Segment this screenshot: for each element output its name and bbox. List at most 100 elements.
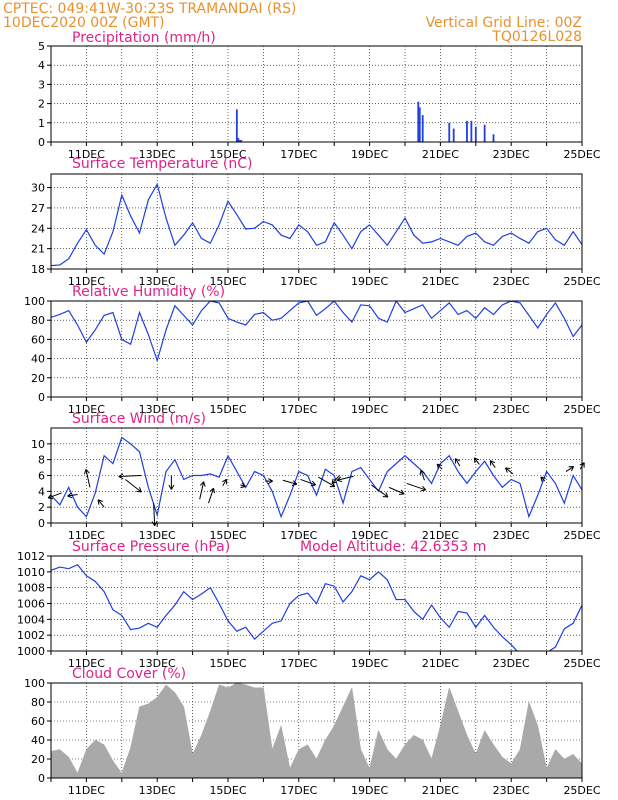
- wind-arrow: [83, 469, 91, 488]
- y-tick-label: 6: [38, 470, 45, 483]
- x-tick-label: 11DEC: [68, 657, 105, 670]
- panel-title: Surface Pressure (hPa): [72, 539, 230, 555]
- precip-bar: [235, 109, 238, 142]
- x-tick-label: 25DEC: [563, 275, 600, 288]
- wind-arrow: [436, 463, 443, 470]
- wind-arrow-head: [268, 478, 273, 482]
- wind-arrow-head: [222, 478, 227, 483]
- y-tick-label: 1: [38, 117, 45, 130]
- wind-arrow-shaft: [371, 484, 389, 498]
- y-tick-label: 3: [38, 78, 45, 91]
- precip-bar: [448, 122, 451, 142]
- wind-arrow-shaft: [318, 476, 336, 488]
- wind-arrow: [118, 473, 142, 480]
- panel-frame: [50, 45, 583, 143]
- wind-arrow-shaft: [406, 482, 426, 491]
- wind-arrow-head: [67, 492, 72, 497]
- wind-arrow-head: [570, 466, 575, 472]
- precip-bar: [421, 115, 424, 142]
- y-tick-label: 40: [31, 353, 45, 366]
- wind-arrow-shaft: [118, 475, 142, 477]
- wind-arrow-head: [203, 481, 206, 487]
- wind-arrow-head: [293, 480, 298, 485]
- y-tick-label: 10: [31, 438, 45, 451]
- wind-arrow-shaft: [97, 499, 105, 508]
- x-tick-label: 15DEC: [209, 529, 246, 542]
- wind-arrow-head: [136, 490, 142, 493]
- wind-arrow-shaft: [473, 457, 480, 465]
- wind-arrow-head: [382, 495, 388, 498]
- wind-arrow-head: [213, 488, 216, 494]
- wind-arrow-head: [138, 487, 142, 493]
- x-tick-label: 21DEC: [422, 529, 459, 542]
- wind-arrow-head: [436, 464, 439, 470]
- wind-arrow: [222, 478, 228, 487]
- wind-arrow-shaft: [222, 479, 228, 487]
- y-tick-label: 8: [38, 454, 45, 467]
- y-tick-label: 1010: [17, 566, 45, 579]
- wind-arrow-head: [474, 457, 480, 461]
- wind-arrow-head: [419, 470, 422, 476]
- cloud-area: [50, 682, 583, 779]
- wind-arrow-head: [67, 495, 73, 499]
- wind-arrow: [473, 457, 480, 465]
- wind-arrow-head: [505, 467, 511, 470]
- y-tick-label: 4: [38, 59, 45, 72]
- x-tick-label: 23DEC: [493, 529, 530, 542]
- wind-arrow-head: [337, 479, 343, 483]
- wind-arrow-head: [97, 499, 100, 505]
- y-tick-label: 24: [31, 222, 45, 235]
- x-tick-label: 23DEC: [493, 275, 530, 288]
- wind-arrow-head: [422, 485, 427, 491]
- panel-temperature: Surface Temperature (nC) 18 21 24 27 30 11DEC 1…: [31, 156, 601, 288]
- panel-precipitation: Precipitation (mm/h) 0 1 2 3 4 5 11DEC 13DEC 15DE…: [38, 30, 601, 161]
- wind-arrow: [406, 482, 427, 492]
- y-tick-label: 100: [24, 295, 45, 308]
- wind-arrow: [300, 478, 316, 487]
- wind-arrow: [505, 467, 514, 475]
- x-tick-label: 17DEC: [280, 403, 317, 416]
- wind-arrow-shaft: [85, 469, 91, 488]
- wind-arrow-head: [268, 480, 273, 484]
- panel-title: Surface Wind (m/s): [72, 411, 206, 427]
- y-tick-label: 1004: [17, 613, 45, 626]
- wind-arrow: [282, 479, 298, 486]
- wind-arrow-head: [83, 469, 87, 475]
- wind-arrow: [47, 492, 62, 500]
- precip-bar: [470, 120, 473, 142]
- wind-arrow: [388, 486, 405, 495]
- x-tick-label: 21DEC: [422, 657, 459, 670]
- wind-arrow-head: [310, 484, 316, 487]
- wind-arrow: [168, 475, 175, 490]
- precip-bar: [474, 126, 477, 142]
- x-tick-label: 21DEC: [422, 148, 459, 161]
- precip-bar: [240, 140, 243, 142]
- x-tick-label: 21DEC: [422, 784, 459, 797]
- wind-arrow-head: [420, 469, 426, 474]
- wind-arrow-head: [170, 484, 175, 490]
- x-tick-label: 17DEC: [280, 275, 317, 288]
- precip-bar: [492, 134, 495, 142]
- wind-arrow-head: [168, 484, 172, 490]
- wind-arrow: [199, 481, 206, 500]
- x-tick-label: 17DEC: [280, 148, 317, 161]
- wind-arrow-head: [385, 492, 389, 498]
- wind-arrow: [336, 475, 354, 483]
- x-tick-label: 15DEC: [209, 148, 246, 161]
- wind-arrow: [419, 469, 426, 481]
- y-tick-label: 21: [31, 243, 45, 256]
- precip-bar: [418, 107, 421, 142]
- x-tick-label: 21DEC: [422, 275, 459, 288]
- wind-arrow-head: [118, 473, 124, 477]
- x-tick-label: 13DEC: [139, 529, 176, 542]
- wind-arrow-shaft: [505, 467, 514, 475]
- x-tick-label: 19DEC: [351, 275, 388, 288]
- x-tick-label: 15DEC: [209, 657, 246, 670]
- y-tick-label: 0: [38, 136, 45, 149]
- wind-arrow-shaft: [489, 460, 496, 468]
- precip-bar: [237, 138, 240, 142]
- wind-arrow: [540, 476, 546, 483]
- wind-arrow-shaft: [153, 503, 156, 526]
- wind-arrow: [125, 479, 142, 493]
